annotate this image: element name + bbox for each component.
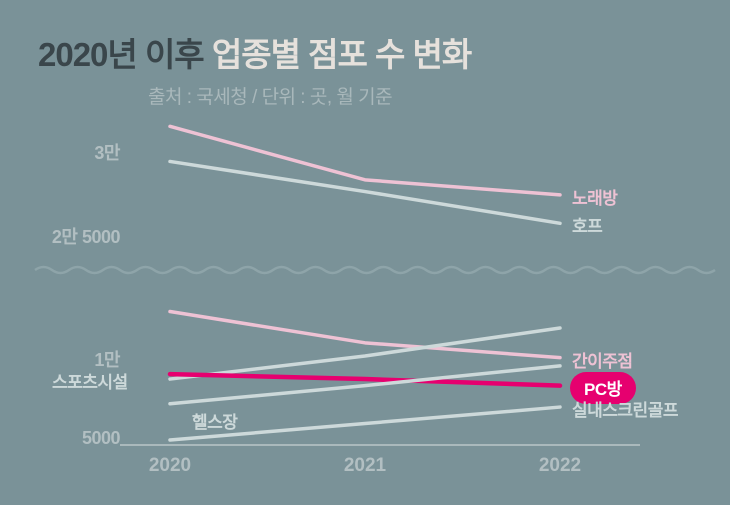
x-tick-label: 2021 xyxy=(325,455,405,477)
series-label-gym: 헬스장 xyxy=(192,408,237,433)
y-tick-label: 5000 xyxy=(0,428,120,449)
x-tick-label: 2022 xyxy=(520,455,600,477)
series-label-karaoke: 노래방 xyxy=(572,184,617,209)
series-label-hof: 호프 xyxy=(572,212,602,237)
series-label-sports: 스포츠시설 xyxy=(52,368,128,393)
y-tick-label: 2만 5000 xyxy=(0,223,120,249)
series-label-snackbar: 간이주점 xyxy=(572,347,633,372)
x-tick-label: 2020 xyxy=(130,455,210,477)
series-label-screengolf: 실내스크린골프 xyxy=(572,396,678,421)
y-tick-label: 3만 xyxy=(0,139,120,165)
